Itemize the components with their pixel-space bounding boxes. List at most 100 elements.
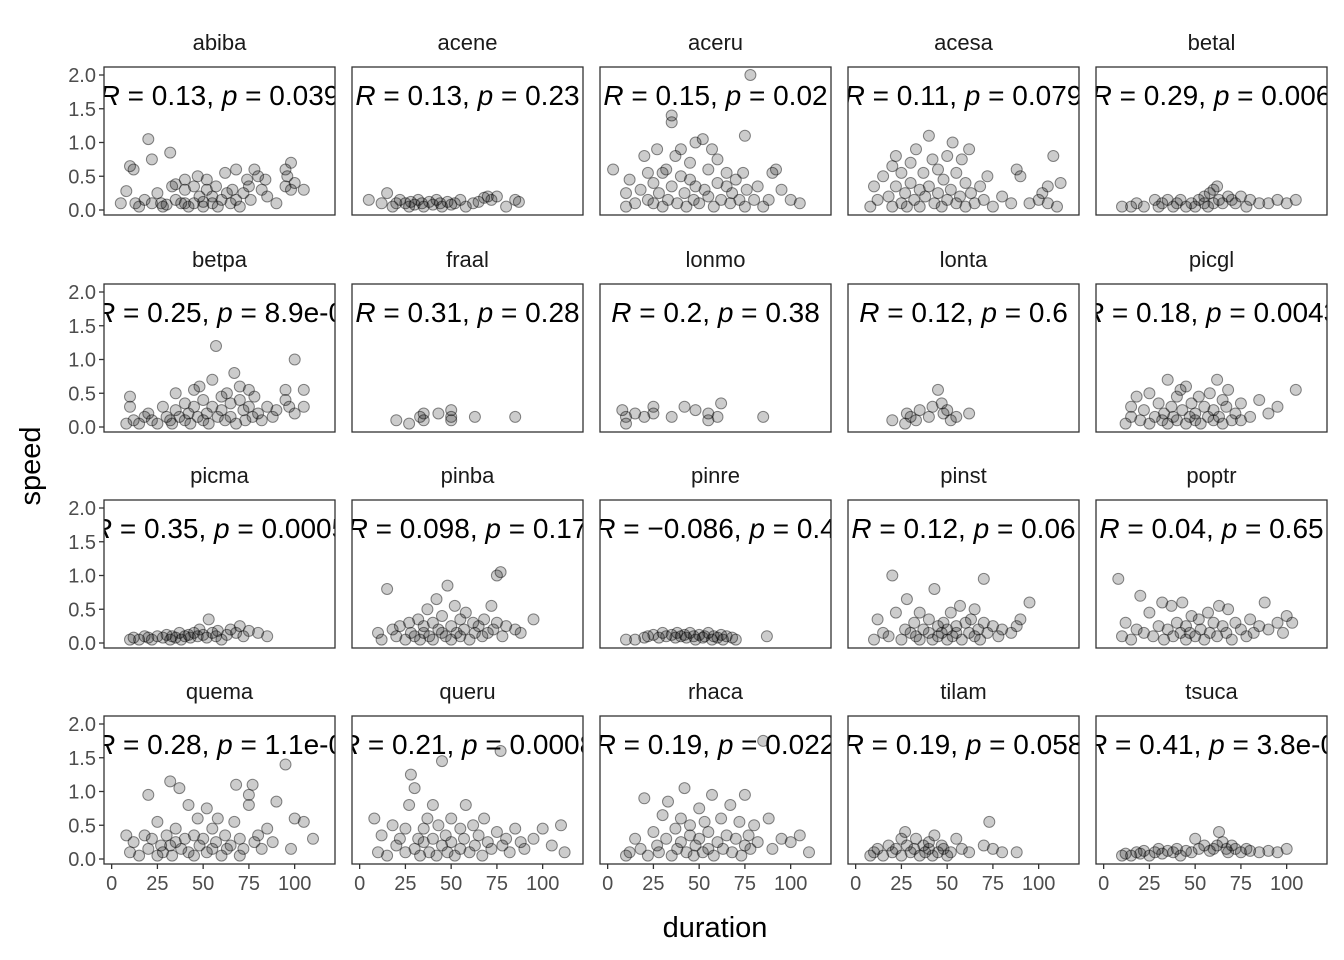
data-point — [142, 133, 155, 146]
points-aceru: R = 0.15, p = 0.02 — [603, 69, 828, 213]
y-tick-label: 1.0 — [68, 782, 96, 804]
data-point — [711, 410, 724, 423]
data-point — [188, 197, 200, 210]
facet-tsuca: tsuca R = 0.41, p = 3.8e-0 0 25 50 75 100 — [1095, 679, 1328, 895]
data-point — [372, 846, 384, 859]
data-point — [908, 616, 921, 629]
data-point — [500, 832, 513, 845]
data-point — [169, 404, 182, 417]
data-point — [1152, 842, 1165, 855]
data-point — [230, 417, 243, 430]
data-point — [242, 788, 255, 801]
data-point — [946, 136, 959, 149]
data-point — [669, 631, 682, 644]
data-point — [922, 613, 935, 626]
data-point — [178, 630, 191, 643]
data-point — [393, 193, 406, 206]
data-point — [919, 846, 932, 859]
data-point — [1211, 839, 1224, 852]
data-point — [151, 815, 164, 828]
y-tick-label: 1.0 — [68, 133, 96, 155]
data-point — [441, 846, 454, 859]
data-point — [882, 630, 895, 643]
data-point — [178, 183, 191, 196]
panel-border — [1095, 715, 1328, 865]
data-point — [445, 633, 458, 646]
data-point — [1167, 410, 1180, 423]
data-point — [1213, 599, 1225, 612]
data-point — [717, 633, 729, 646]
data-point — [408, 198, 421, 211]
x-tick-label: 25 — [642, 873, 664, 895]
data-point — [233, 849, 246, 862]
data-point — [1213, 410, 1225, 423]
facet-abiba: abiba R = 0.13, p = 0.039 0.0 0.5 1.0 1.5 2.0 — [68, 30, 336, 222]
data-point — [963, 143, 976, 156]
data-point — [766, 166, 779, 179]
y-tick-label: 1.5 — [68, 99, 96, 121]
data-point — [665, 628, 678, 641]
data-point — [1023, 197, 1036, 210]
data-point — [652, 187, 665, 200]
data-point — [120, 417, 133, 430]
data-point — [215, 390, 228, 403]
data-point — [481, 190, 494, 203]
data-point — [1185, 397, 1198, 410]
data-point — [641, 630, 654, 643]
data-point — [965, 187, 977, 200]
data-point — [448, 197, 461, 210]
data-point — [285, 156, 297, 169]
data-point — [487, 623, 500, 636]
data-point — [188, 180, 200, 193]
data-point — [408, 842, 421, 855]
data-point — [977, 193, 990, 206]
data-point — [399, 197, 412, 210]
data-point — [620, 849, 632, 862]
facet-label-tsuca: tsuca — [1185, 679, 1238, 704]
data-point — [696, 631, 709, 644]
data-point — [472, 620, 485, 633]
data-point — [684, 819, 696, 832]
data-point — [224, 623, 237, 636]
data-point — [206, 626, 219, 639]
data-point — [937, 616, 950, 629]
data-point — [1192, 193, 1205, 206]
data-point — [665, 116, 678, 129]
facet-rhaca: rhaca R = 0.19, p = 0.022 0 25 50 75 100 — [599, 679, 832, 895]
data-point — [656, 166, 669, 179]
data-point — [1202, 200, 1214, 213]
data-point — [678, 400, 691, 413]
data-point — [908, 842, 921, 855]
data-point — [138, 829, 151, 842]
data-point — [210, 836, 222, 849]
data-point — [904, 177, 917, 189]
data-point — [724, 799, 737, 811]
data-point — [1280, 610, 1293, 622]
data-point — [944, 183, 957, 196]
data-point — [941, 150, 954, 162]
facet-lonmo: lonmo R = 0.2, p = 0.38 — [599, 247, 832, 433]
data-point — [1170, 616, 1183, 629]
data-point — [399, 633, 412, 646]
data-point — [647, 826, 660, 838]
data-point — [459, 799, 472, 811]
data-point — [421, 603, 434, 616]
data-point — [476, 849, 489, 862]
y-tick-label: 1.5 — [68, 748, 96, 770]
data-point — [182, 200, 195, 213]
panel-border — [847, 283, 1080, 433]
data-point — [261, 400, 274, 413]
data-point — [142, 842, 155, 855]
data-point — [641, 166, 654, 179]
data-point — [124, 846, 136, 859]
data-point — [1167, 630, 1180, 643]
data-point — [1161, 623, 1174, 636]
data-point — [922, 836, 935, 849]
data-point — [211, 410, 224, 423]
data-point — [1198, 190, 1211, 203]
points-acene: R = 0.13, p = 0.23 — [355, 80, 580, 213]
data-point — [1234, 846, 1247, 859]
data-point — [726, 846, 739, 859]
data-point — [996, 623, 1009, 636]
data-point — [689, 180, 702, 193]
